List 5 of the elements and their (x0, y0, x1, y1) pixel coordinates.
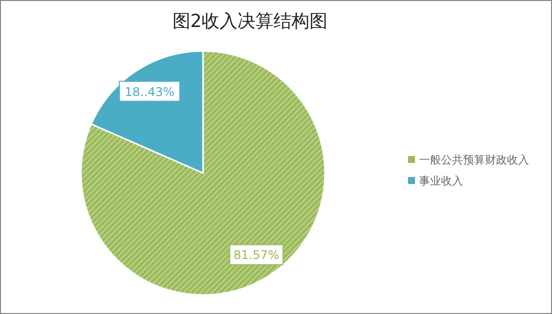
data-label: 81.57% (234, 248, 280, 262)
chart-title: 图2收入决算结构图 (172, 11, 328, 32)
legend-label: 事业收入 (419, 174, 463, 188)
data-label: 18..43% (124, 84, 174, 99)
legend-label: 一般公共预算财政收入 (419, 154, 529, 166)
